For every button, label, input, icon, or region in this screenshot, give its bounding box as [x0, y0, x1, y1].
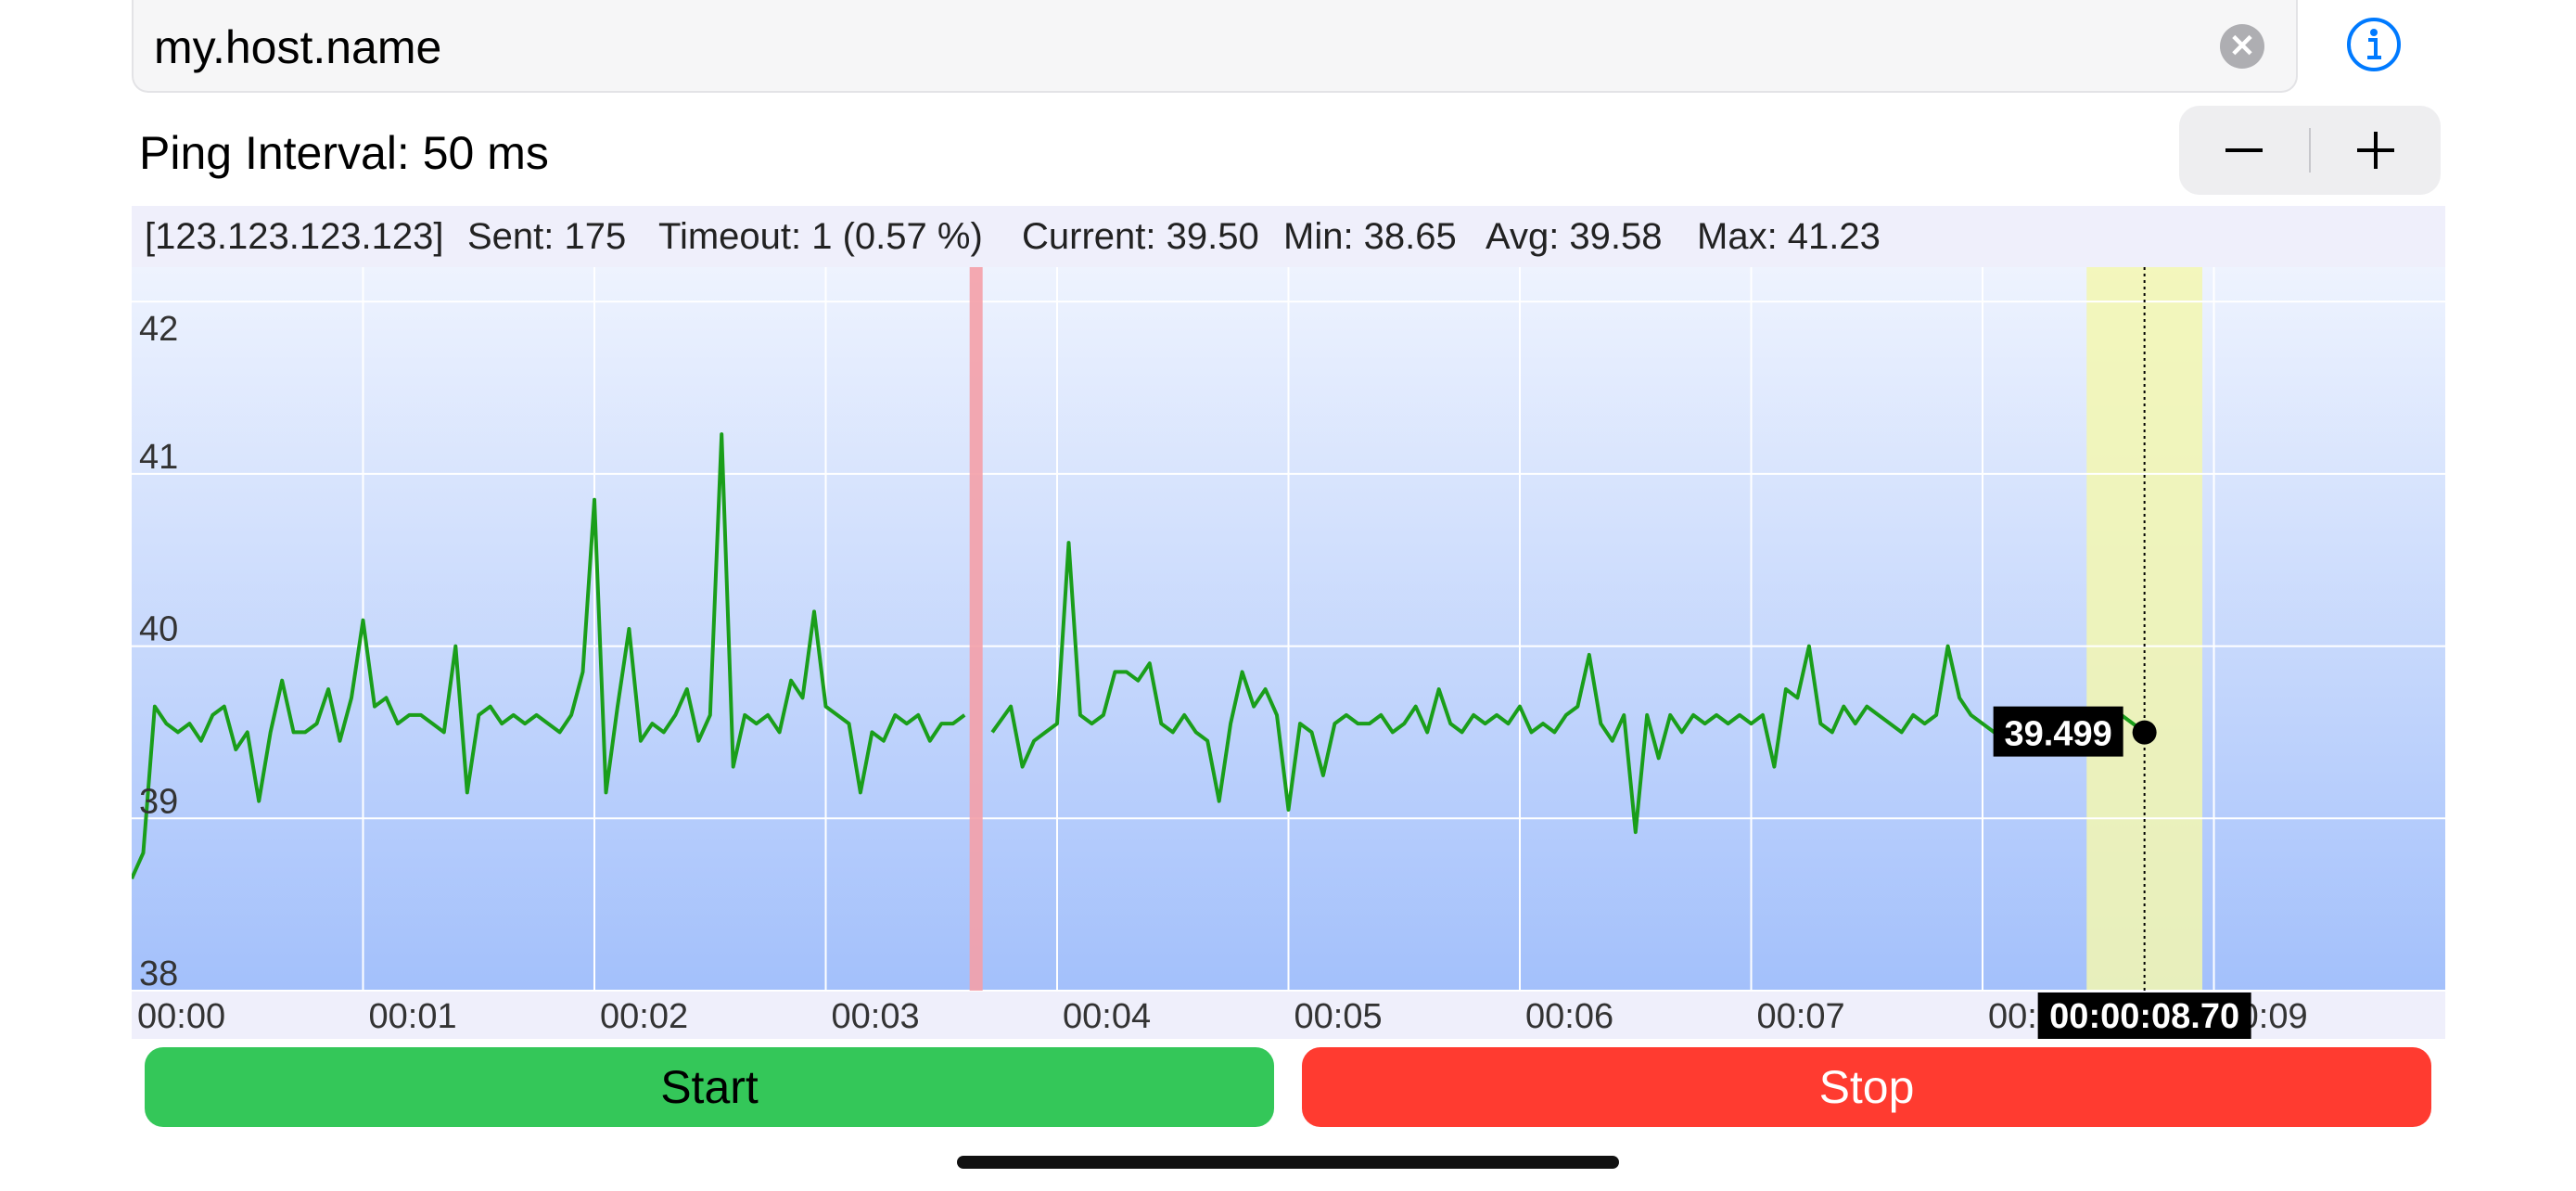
- cursor-time-box: [2037, 992, 2251, 1039]
- x-tick-label: 00:04: [1063, 997, 1151, 1036]
- x-tick-label: 00:00: [137, 997, 225, 1036]
- ping-interval-label: Ping Interval: 50 ms: [139, 127, 549, 179]
- stat-min: Min: 38.65: [1283, 216, 1457, 257]
- timeout-marker: [969, 267, 983, 991]
- host-input-text: my.host.name: [154, 21, 442, 73]
- x-tick-label: 00:03: [832, 997, 920, 1036]
- cursor-point: [2132, 720, 2157, 745]
- cursor-highlight-band: [2086, 267, 2203, 991]
- y-tick-label: 41: [139, 438, 178, 477]
- x-tick-label: 00:07: [1757, 997, 1845, 1036]
- ping-series-line: [990, 541, 2146, 835]
- ping-series-line: [132, 432, 966, 880]
- stop-button[interactable]: Stop: [1302, 1047, 2431, 1127]
- stat-avg: Avg: 39.58: [1486, 216, 1663, 257]
- interval-stepper[interactable]: [2179, 106, 2441, 195]
- ping-chart[interactable]: 42 41 40 39 38 00:00 00:01 00:02 00:03 00:04 00:05…: [132, 267, 2445, 1039]
- x-tick-label: 00:06: [1525, 997, 1613, 1036]
- stepper-divider: [2309, 128, 2311, 173]
- x-tick-label: 00:02: [600, 997, 688, 1036]
- cursor-value-label: 39.499: [2005, 715, 2112, 754]
- stat-sent: Sent: 175: [467, 216, 627, 257]
- x-tick-label: 00:05: [1294, 997, 1383, 1036]
- y-tick-label: 39: [139, 782, 178, 821]
- info-icon[interactable]: [2346, 17, 2402, 72]
- cursor-value-box: [1993, 706, 2123, 757]
- start-button[interactable]: Start: [145, 1047, 1274, 1127]
- clear-icon[interactable]: ✕: [2220, 24, 2264, 69]
- cursor-time-label: 00:00:08.70: [2049, 997, 2239, 1036]
- y-tick-label: 42: [139, 310, 178, 349]
- y-tick-label: 38: [139, 954, 178, 993]
- host-input[interactable]: my.host.name ✕: [132, 0, 2298, 93]
- stats-bar: [123.123.123.123] Sent: 175 Timeout: 1 (…: [132, 206, 2445, 267]
- stat-current: Current: 39.50: [1022, 216, 1259, 257]
- stat-timeout: Timeout: 1 (0.57 %): [658, 216, 983, 257]
- decrement-button[interactable]: [2179, 106, 2309, 195]
- x-tick-label: 00:01: [369, 997, 457, 1036]
- stat-ip: [123.123.123.123]: [145, 216, 444, 257]
- increment-button[interactable]: [2311, 106, 2441, 195]
- home-indicator: [957, 1156, 1619, 1169]
- y-tick-label: 40: [139, 610, 178, 649]
- stat-max: Max: 41.23: [1697, 216, 1881, 257]
